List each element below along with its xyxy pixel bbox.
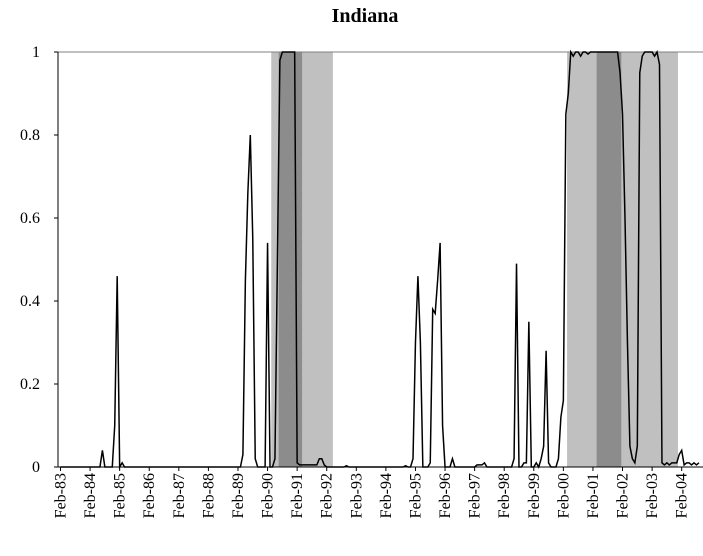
x-tick-label: Feb-00 <box>555 473 572 518</box>
x-tick-label: Feb-88 <box>200 473 217 518</box>
x-tick-label: Feb-97 <box>467 473 484 518</box>
x-tick-label: Feb-95 <box>407 473 424 518</box>
shaded-period <box>596 52 622 467</box>
x-tick-label: Feb-83 <box>53 473 70 518</box>
chart-title: Indiana <box>332 5 399 27</box>
x-tick-label: Feb-90 <box>260 473 277 518</box>
x-tick-label: Feb-85 <box>112 473 129 518</box>
x-tick-label: Feb-86 <box>141 473 158 518</box>
x-tick-label: Feb-98 <box>496 473 513 518</box>
y-tick-label: 0.8 <box>20 127 40 144</box>
y-tick-label: 0.2 <box>20 376 40 393</box>
x-tick-label: Feb-03 <box>644 473 661 518</box>
x-tick-label: Feb-91 <box>289 473 306 518</box>
x-tick-label: Feb-93 <box>348 473 365 518</box>
x-tick-label: Feb-89 <box>230 473 247 518</box>
x-tick-label: Feb-87 <box>171 473 188 518</box>
y-tick-label: 0.4 <box>20 293 40 310</box>
y-tick-label: 0.6 <box>20 210 40 227</box>
x-tick-label: Feb-01 <box>585 473 602 518</box>
x-tick-label: Feb-96 <box>437 473 454 518</box>
x-tick-label: Feb-94 <box>378 473 395 518</box>
x-tick-label: Feb-02 <box>615 473 632 518</box>
x-tick-label: Feb-99 <box>526 473 543 518</box>
shaded-period <box>278 52 303 467</box>
y-tick-label: 1 <box>32 44 40 61</box>
x-tick-label: Feb-84 <box>82 473 99 518</box>
data-line <box>60 49 700 470</box>
x-tick-label: Feb-92 <box>319 473 336 518</box>
y-tick-label: 0 <box>32 459 40 476</box>
x-tick-label: Feb-04 <box>674 473 691 518</box>
